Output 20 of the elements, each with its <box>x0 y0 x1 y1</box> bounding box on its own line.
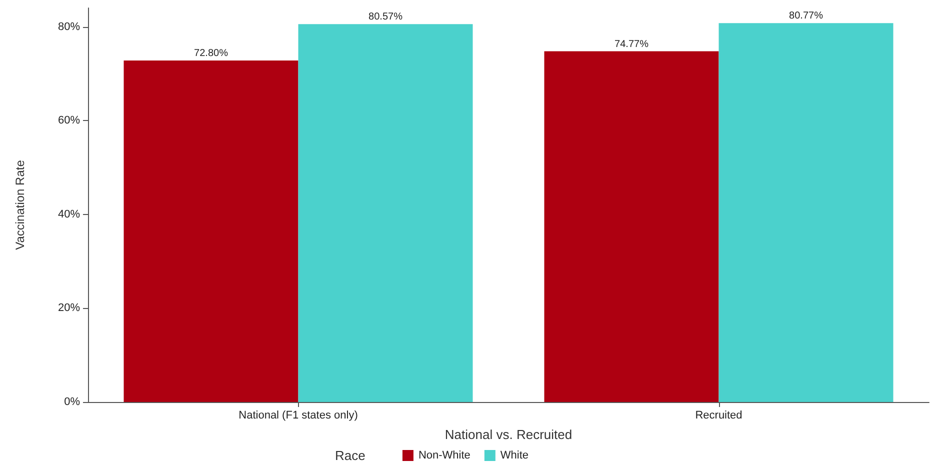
x-axis-title: National vs. Recruited <box>444 427 572 442</box>
bar <box>544 51 719 402</box>
data-label: 72.80% <box>194 48 228 60</box>
x-tick-label: National (F1 states only) <box>238 410 358 422</box>
legend-title: Race <box>335 448 366 463</box>
y-axis-title: Vaccination Rate <box>13 160 27 250</box>
y-tick-label: 60% <box>58 114 80 127</box>
y-tick-label: 80% <box>58 20 80 33</box>
y-tick-label: 0% <box>64 396 80 408</box>
data-label: 80.77% <box>789 10 824 22</box>
x-tick-label: Recruited <box>695 410 742 422</box>
bar <box>124 60 298 402</box>
data-label: 80.57% <box>368 12 403 23</box>
data-label: 74.77% <box>614 38 649 50</box>
bar <box>298 24 473 402</box>
bar <box>718 23 894 402</box>
legend-label: White <box>500 450 529 462</box>
legend-label: Non-White <box>418 450 470 462</box>
y-tick-label: 20% <box>58 302 80 314</box>
y-tick-label: 40% <box>58 208 80 220</box>
